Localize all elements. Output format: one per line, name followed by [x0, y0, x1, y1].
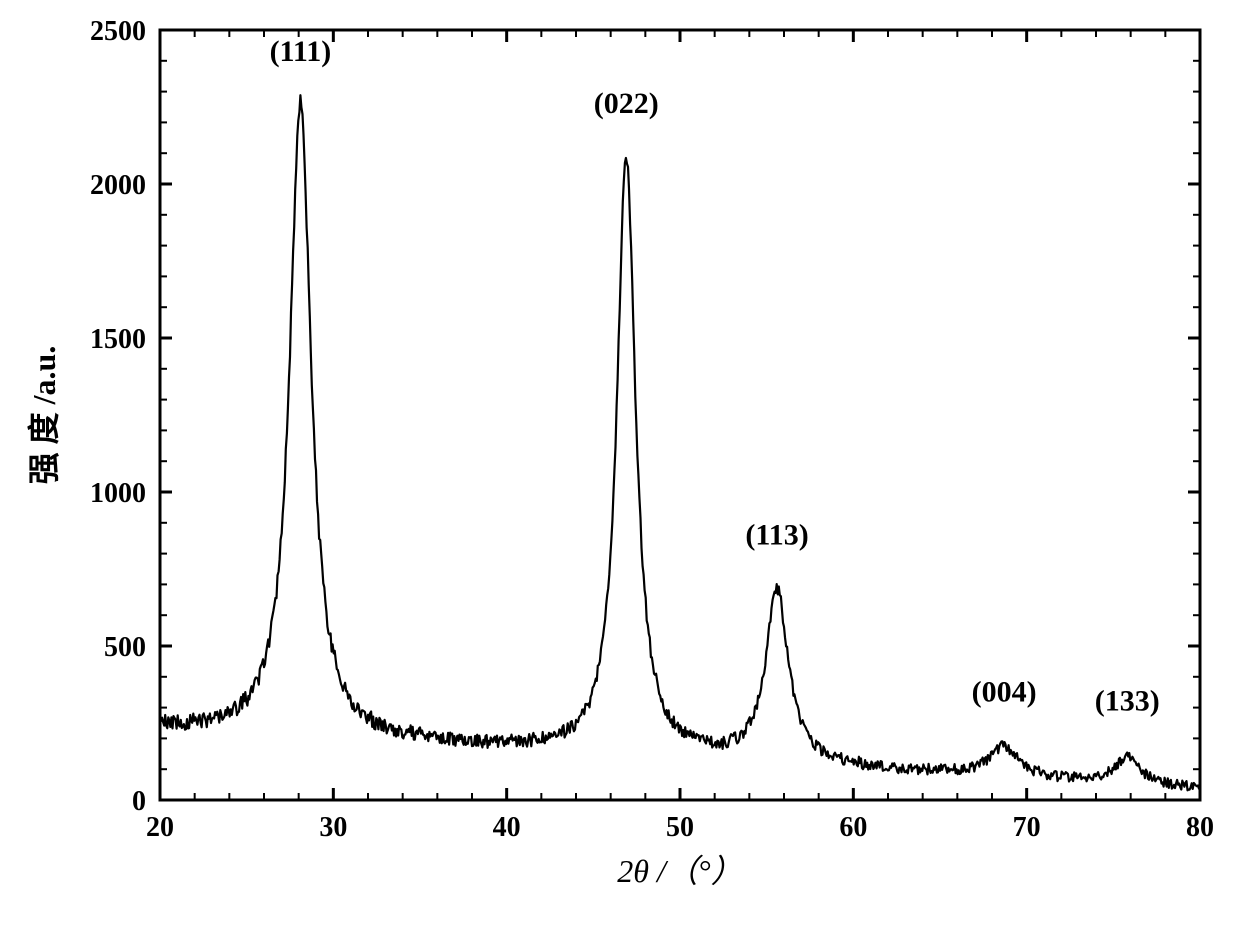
y-tick-label: 2000 — [90, 170, 146, 201]
x-tick-label: 70 — [1013, 812, 1041, 843]
y-tick-label: 1500 — [90, 324, 146, 355]
y-tick-label: 0 — [132, 786, 146, 817]
y-tick-label: 500 — [104, 632, 146, 663]
peak-label: (113) — [745, 518, 808, 551]
peak-label: (022) — [594, 87, 659, 120]
x-tick-label: 30 — [319, 812, 347, 843]
peak-label: (133) — [1095, 685, 1160, 718]
x-tick-label: 60 — [839, 812, 867, 843]
x-axis-title: 2θ /（°） — [617, 853, 742, 889]
xrd-chart: 20 30 40 50 60 70 80 0 500 1000 1500 2000 2500 2θ /（°… — [0, 0, 1240, 926]
x-tick-label: 80 — [1186, 812, 1214, 843]
peak-label: (004) — [972, 675, 1037, 708]
xrd-trace — [160, 95, 1200, 790]
y-tick-label: 2500 — [90, 16, 146, 47]
x-tick-label: 50 — [666, 812, 694, 843]
x-tick-label: 20 — [146, 812, 174, 843]
peak-label: (111) — [270, 35, 332, 68]
y-axis-title: 强 度 /a.u. — [26, 346, 62, 485]
x-tick-label: 40 — [493, 812, 521, 843]
y-tick-label: 1000 — [90, 478, 146, 509]
